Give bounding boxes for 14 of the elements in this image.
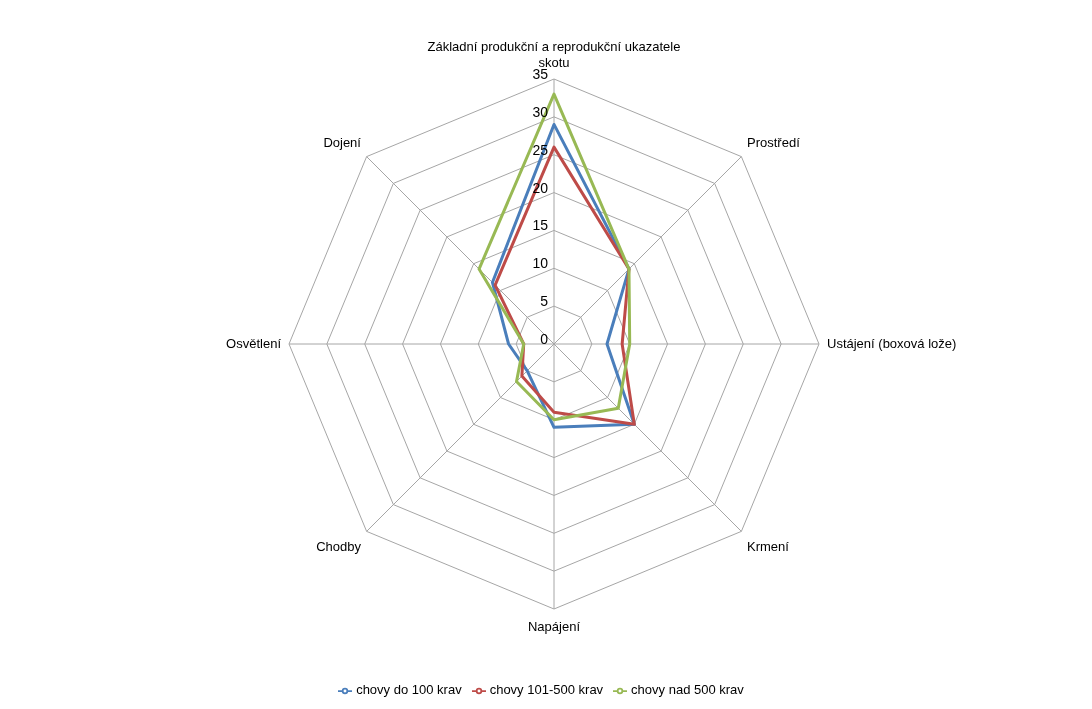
y-tick-label: 10	[532, 255, 549, 272]
spoke-label: Dojení	[323, 134, 362, 150]
y-tick-label: 0	[540, 331, 549, 347]
spoke-label: Napájení	[527, 619, 581, 634]
spoke-label: Prostředí	[747, 134, 801, 150]
spoke-label: Osvětlení	[226, 336, 282, 351]
legend-label: chovy nad 500 krav	[631, 682, 744, 698]
spoke-label: Ustájení (boxová lože)	[827, 336, 957, 351]
spoke-label: Chodby	[316, 539, 362, 555]
y-tick-label: 5	[540, 293, 549, 310]
legend-label: chovy do 100 krav	[356, 682, 462, 698]
legend-label: chovy 101-500 krav	[489, 682, 604, 698]
y-tick-label: 15	[532, 217, 549, 234]
spoke-label: Krmení	[747, 539, 790, 555]
